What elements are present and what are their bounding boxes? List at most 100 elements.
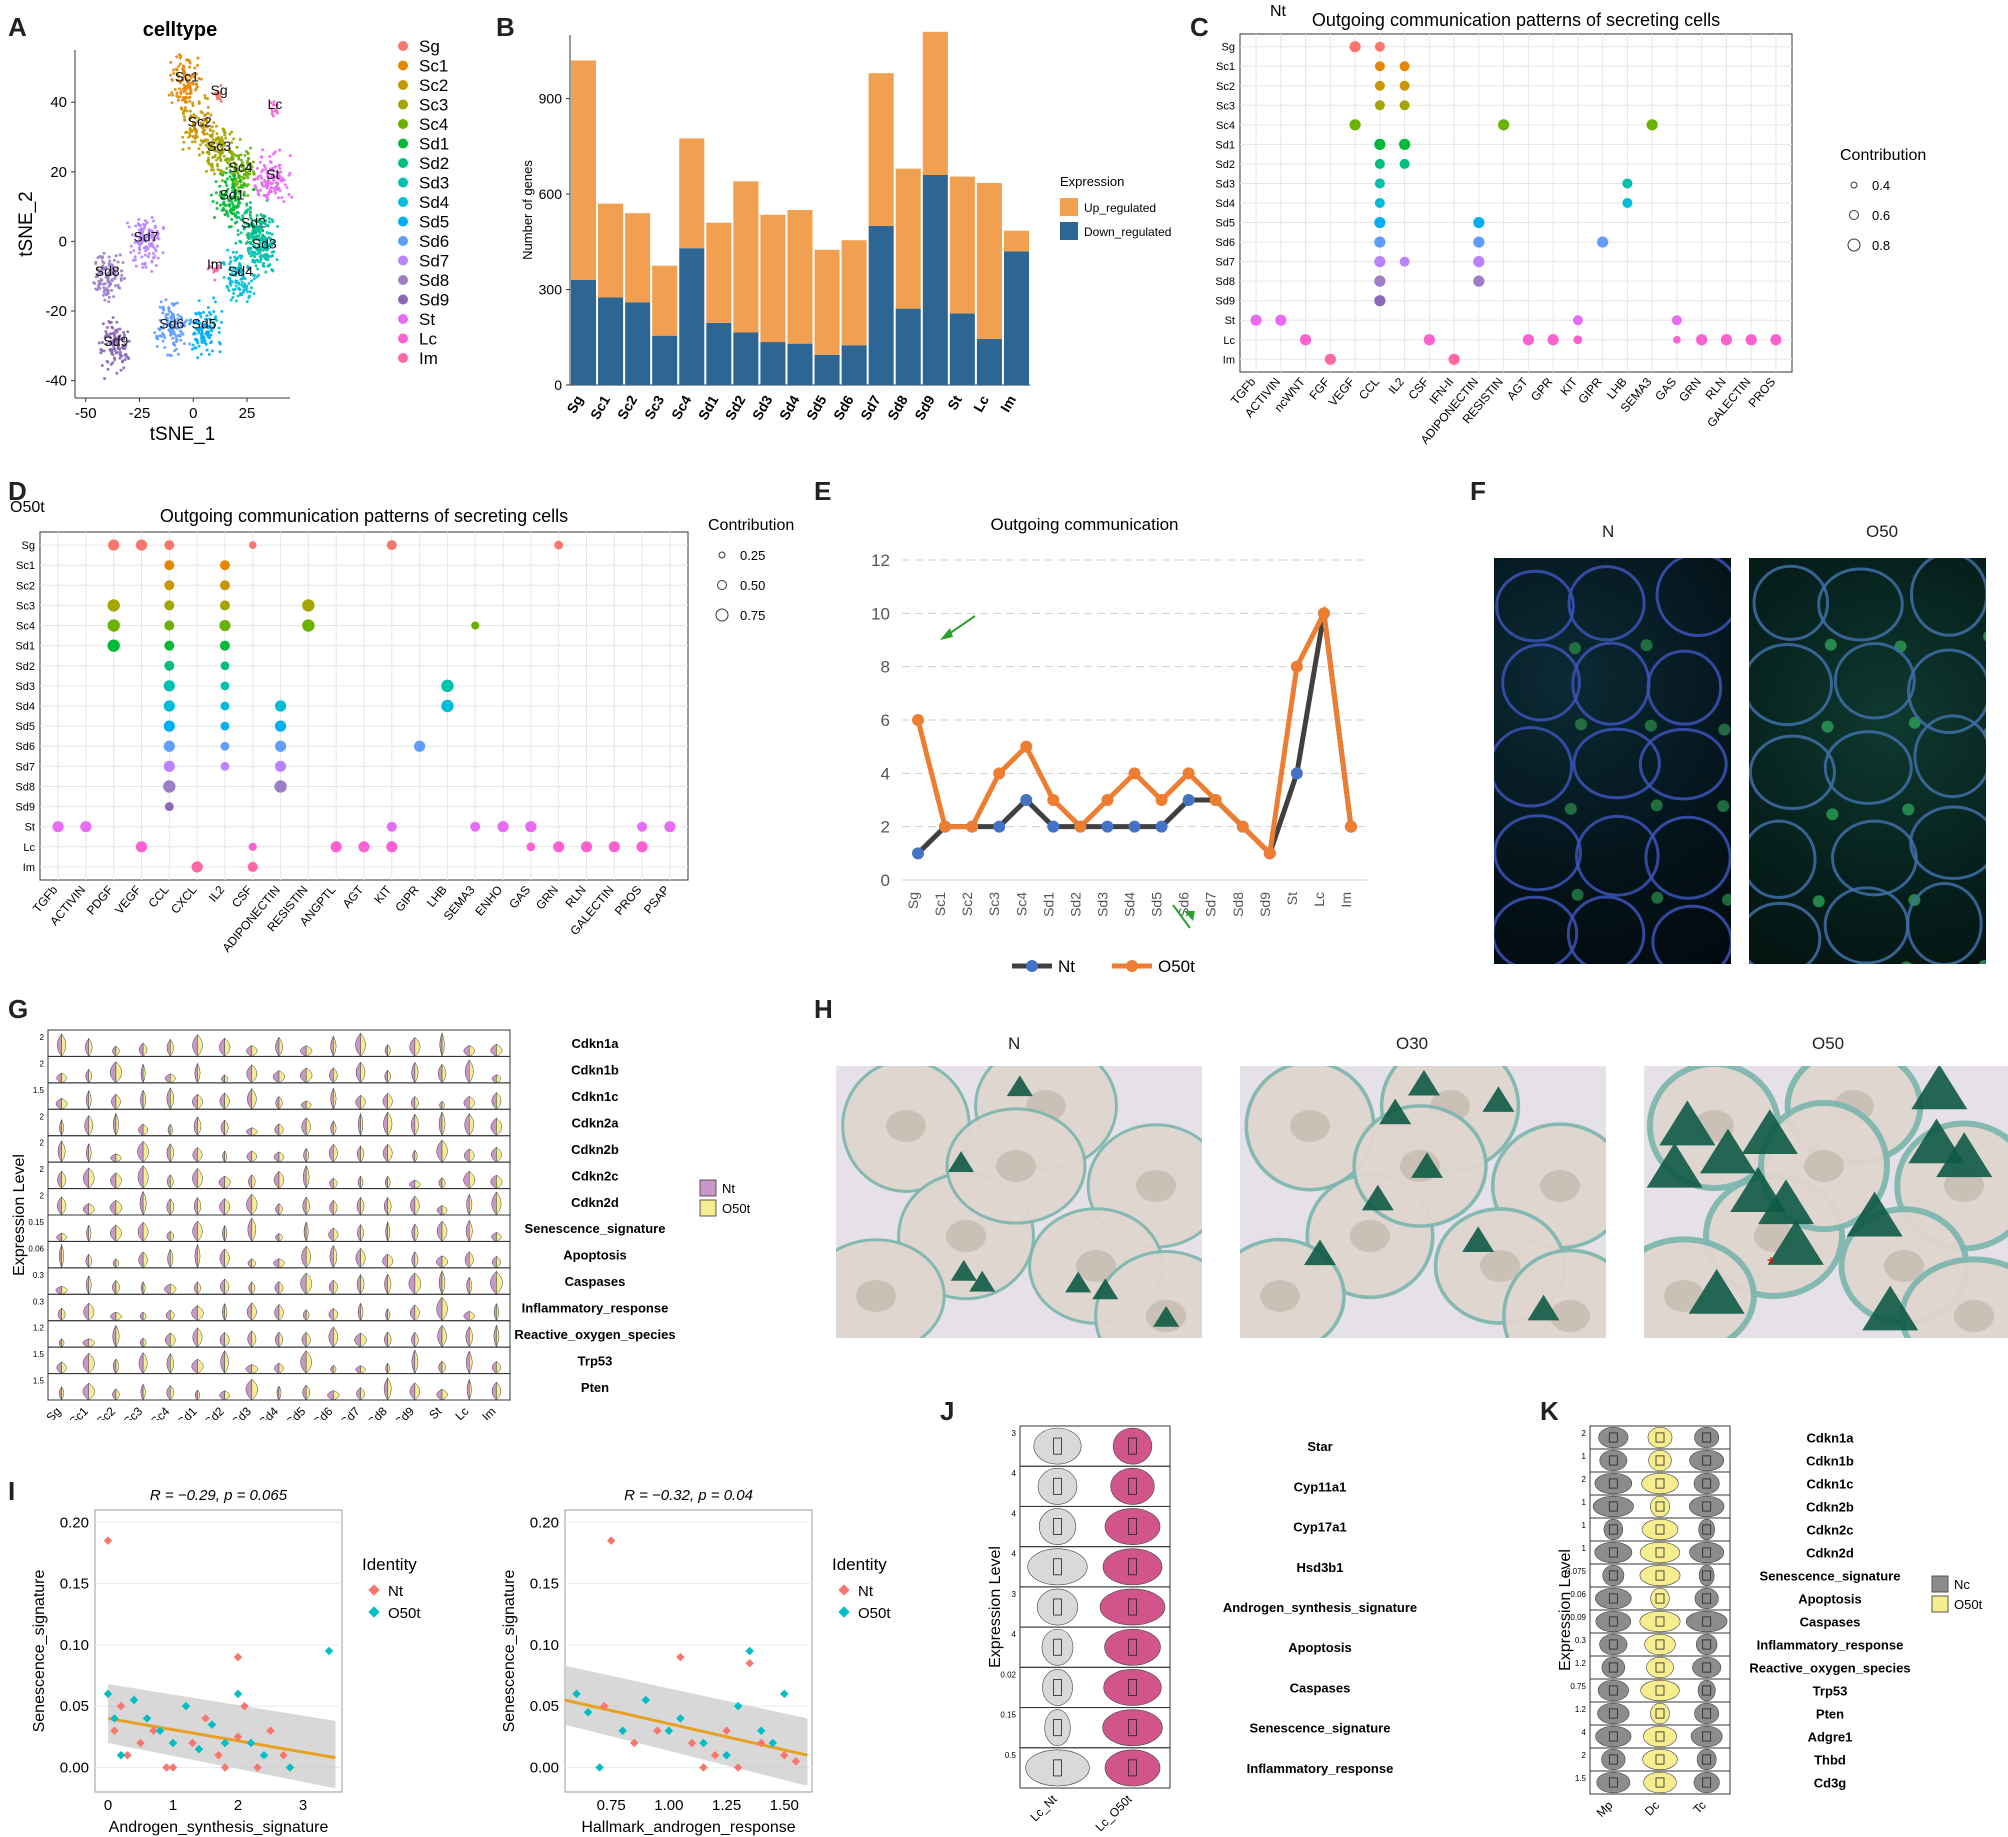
tsne-point bbox=[156, 233, 160, 237]
fluorescence-image-n bbox=[1494, 558, 1731, 964]
violin-half-b bbox=[387, 1111, 393, 1137]
tsne-point bbox=[105, 342, 109, 346]
dotplot-point bbox=[1275, 314, 1287, 326]
dotplot-point bbox=[1399, 80, 1410, 91]
tsne-point bbox=[216, 93, 220, 97]
violin-half-b bbox=[197, 1281, 201, 1295]
scatter-annotation: R = −0.32, p = 0.04 bbox=[624, 1487, 753, 1504]
violin-half-b bbox=[360, 1094, 366, 1110]
violin-half-b bbox=[468, 1310, 475, 1322]
violin-category-label: Sd9 bbox=[392, 1404, 417, 1420]
tsne-point bbox=[251, 273, 255, 277]
violin-shape bbox=[1685, 1610, 1728, 1633]
tsne-point bbox=[235, 216, 239, 220]
violin-category-label: Sd4 bbox=[256, 1404, 281, 1420]
tsne-point bbox=[150, 235, 154, 239]
violin-boxplot bbox=[1608, 1501, 1618, 1512]
tsne-point bbox=[107, 319, 111, 323]
violin-row-label: Apoptosis bbox=[1288, 1640, 1352, 1655]
violin-shape bbox=[1694, 1702, 1720, 1725]
tsne-point bbox=[223, 148, 227, 152]
violin-half-b bbox=[387, 1253, 394, 1269]
violin-half-b bbox=[305, 1045, 313, 1057]
tsne-point bbox=[155, 244, 159, 248]
tsne-point bbox=[245, 300, 249, 304]
tsne-point bbox=[235, 210, 239, 214]
tsne-point bbox=[218, 193, 222, 197]
violin-half-a bbox=[463, 1095, 470, 1110]
violin-half-b bbox=[496, 1381, 502, 1401]
tsne-point bbox=[233, 190, 237, 194]
violin-boxplot bbox=[1053, 1638, 1062, 1656]
tsne-point bbox=[236, 229, 240, 233]
dotplot-point bbox=[163, 740, 175, 752]
dotplot-point bbox=[248, 842, 257, 851]
tsne-point bbox=[257, 218, 261, 222]
tsne-point bbox=[161, 311, 165, 315]
tsne-point bbox=[206, 124, 210, 128]
tsne-ylabel: tSNE_2 bbox=[16, 191, 37, 256]
dotplot-row-label: Sc4 bbox=[16, 621, 35, 633]
tsne-point bbox=[207, 152, 211, 156]
line-chart-title: Outgoing communication bbox=[990, 515, 1178, 534]
tsne-point bbox=[141, 222, 145, 226]
tsne-point bbox=[160, 334, 164, 338]
dotplot-point bbox=[1374, 158, 1385, 169]
violin-half-a bbox=[55, 1285, 62, 1295]
scatter-point-o50t bbox=[324, 1646, 334, 1656]
violin-half-b bbox=[441, 1100, 445, 1110]
tubule-outline bbox=[1913, 714, 1986, 799]
tsne-point bbox=[190, 73, 194, 77]
tsne-point bbox=[182, 72, 186, 76]
dotplot-point bbox=[220, 761, 230, 771]
violin-half-a bbox=[219, 1331, 225, 1348]
violin-half-b bbox=[251, 1064, 258, 1084]
tsne-title: celltype bbox=[143, 19, 217, 41]
tubule-lumen bbox=[996, 1150, 1036, 1182]
tsne-point bbox=[214, 137, 218, 141]
dotplot-point bbox=[330, 841, 342, 853]
tsne-point bbox=[161, 225, 165, 229]
tsne-point bbox=[226, 187, 230, 191]
tsne-legend-label: Sd7 bbox=[419, 252, 449, 271]
violin-half-b bbox=[278, 1232, 283, 1242]
violin-boxplot bbox=[1053, 1437, 1062, 1455]
scatter-ytick-label: 0.20 bbox=[530, 1514, 559, 1531]
tubule-lumen bbox=[1884, 1250, 1924, 1282]
tsne-point bbox=[202, 336, 206, 340]
violin-half-b bbox=[142, 1123, 149, 1137]
tsne-point bbox=[261, 215, 265, 219]
tsne-point bbox=[119, 368, 123, 372]
scatter-point-o50t bbox=[103, 1689, 113, 1699]
tsne-point bbox=[164, 298, 168, 302]
tsne-point bbox=[185, 73, 189, 77]
violin-half-b bbox=[88, 1037, 93, 1058]
tsne-legend-swatch bbox=[398, 99, 408, 110]
tsne-point bbox=[255, 177, 259, 181]
tsne-point bbox=[120, 354, 124, 358]
line-point-O50t bbox=[1128, 767, 1141, 780]
tsne-point bbox=[199, 77, 203, 81]
violin-shape bbox=[1104, 1749, 1161, 1787]
tsne-point bbox=[147, 252, 151, 256]
tsne-point bbox=[247, 172, 251, 176]
violin-row-label: Star bbox=[1307, 1439, 1332, 1454]
tsne-point bbox=[227, 202, 231, 206]
dotplot-point bbox=[1399, 256, 1410, 267]
violin-row-tick: 1 bbox=[1582, 1544, 1587, 1553]
tsne-point bbox=[260, 155, 264, 159]
violin-half-a bbox=[245, 1364, 253, 1374]
tsne-point bbox=[236, 294, 240, 298]
line-ytick-label: 2 bbox=[881, 818, 890, 837]
bar-down-Sd2 bbox=[733, 332, 759, 385]
violin-half-b bbox=[468, 1219, 473, 1243]
violin-half-b bbox=[170, 1073, 176, 1084]
line-point-O50t bbox=[1263, 847, 1276, 860]
violin-shape bbox=[1595, 1587, 1632, 1610]
violin-half-b bbox=[360, 1332, 367, 1348]
tsne-point bbox=[278, 189, 282, 193]
violin-half-a bbox=[410, 1095, 416, 1110]
tsne-point bbox=[110, 352, 114, 356]
violin-half-b bbox=[88, 1275, 92, 1295]
